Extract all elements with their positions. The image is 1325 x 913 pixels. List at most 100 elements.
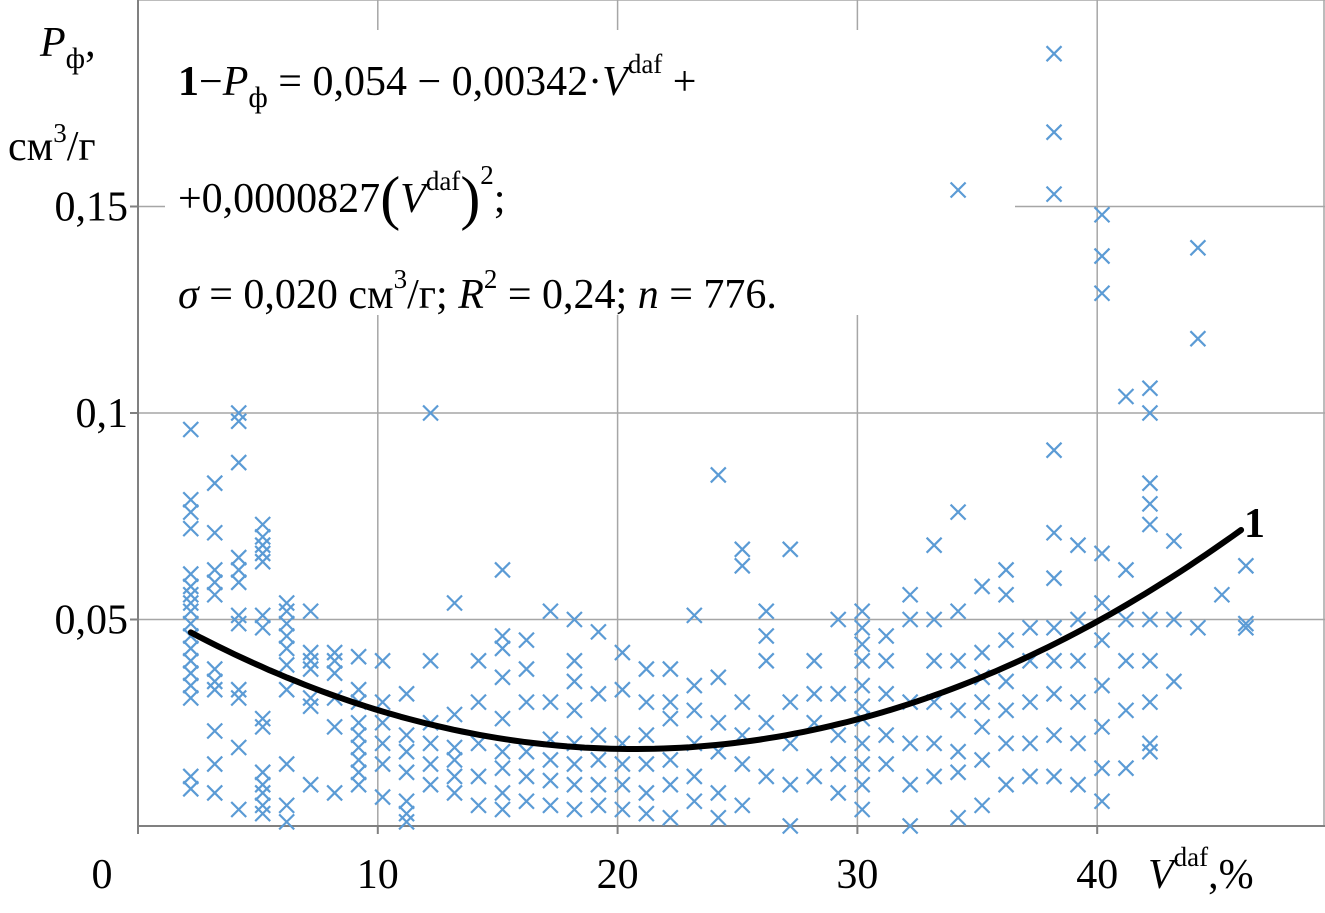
data-point (1045, 45, 1063, 62)
data-point (853, 636, 871, 653)
data-point (230, 615, 247, 632)
data-point (182, 677, 200, 694)
data-point (877, 685, 895, 703)
data-point (1141, 652, 1159, 670)
data-point (1141, 404, 1159, 422)
data-point (590, 726, 607, 744)
data-point (230, 412, 247, 430)
data-point (1093, 247, 1111, 265)
data-point (1237, 619, 1255, 637)
data-point (278, 640, 295, 657)
data-point (350, 726, 367, 744)
data-point (302, 689, 319, 707)
data-point (1045, 652, 1063, 670)
data-point (997, 735, 1015, 752)
data-point (638, 693, 655, 711)
data-point (1141, 693, 1159, 711)
data-point (1093, 545, 1111, 562)
data-point (638, 784, 655, 802)
data-point (206, 722, 224, 740)
data-point (829, 726, 847, 744)
data-point (470, 652, 487, 670)
data-point (877, 726, 895, 744)
data-point (853, 801, 871, 818)
data-point (1237, 615, 1255, 632)
data-point (542, 602, 559, 620)
data-point (614, 644, 631, 661)
data-point (734, 797, 751, 814)
data-point (542, 751, 559, 769)
data-point (686, 768, 703, 785)
data-point (710, 466, 727, 484)
data-point (566, 673, 583, 690)
data-point (326, 664, 343, 682)
data-point (710, 669, 727, 686)
data-point (494, 759, 511, 777)
data-point (278, 656, 295, 674)
data-point (686, 792, 703, 810)
data-point (230, 681, 247, 698)
data-point (278, 755, 295, 773)
data-point (494, 669, 511, 686)
data-point (278, 627, 295, 645)
data-point (1165, 611, 1183, 628)
data-point (470, 768, 487, 785)
data-point (662, 751, 679, 769)
data-point (1045, 685, 1063, 703)
data-point (182, 664, 200, 682)
data-point (1093, 792, 1111, 810)
data-point (398, 726, 415, 744)
y-tick-label-0,1: 0,1 (76, 391, 129, 437)
data-point (614, 755, 631, 773)
data-point (614, 801, 631, 818)
data-point (901, 776, 919, 793)
data-point (1069, 693, 1087, 711)
x-tick-label-40: 40 (1076, 852, 1118, 898)
data-point (254, 536, 271, 554)
data-point (206, 474, 224, 492)
data-point (1045, 185, 1063, 203)
data-point (182, 578, 200, 595)
data-point (350, 764, 367, 781)
data-point (638, 726, 655, 744)
data-point (398, 805, 415, 822)
data-point (230, 739, 247, 756)
data-point (781, 693, 799, 711)
data-point (1237, 557, 1255, 575)
data-point (1141, 516, 1159, 533)
data-point (590, 776, 607, 793)
data-point (254, 607, 271, 624)
data-point (182, 503, 200, 521)
data-point (278, 615, 295, 632)
data-point (997, 702, 1015, 719)
data-point (566, 755, 583, 773)
data-point (206, 681, 224, 698)
x-axis-label: Vdaf,% (1148, 842, 1254, 898)
data-point (877, 627, 895, 645)
data-point (302, 776, 319, 793)
data-point (1093, 677, 1111, 694)
data-point (638, 805, 655, 822)
data-point (566, 702, 583, 719)
data-point (1021, 619, 1039, 637)
data-point (350, 776, 367, 793)
data-point (302, 660, 319, 678)
data-point (734, 557, 751, 575)
data-point (805, 768, 823, 785)
data-point (350, 648, 367, 665)
data-point (757, 768, 775, 785)
data-point (805, 685, 823, 703)
data-point (254, 805, 271, 822)
data-point (1189, 239, 1207, 257)
data-point (230, 689, 247, 707)
data-point (1045, 123, 1063, 141)
data-point (374, 735, 391, 752)
data-point (710, 784, 727, 802)
data-point (1141, 379, 1159, 397)
data-point (829, 685, 847, 703)
data-point (446, 751, 463, 769)
data-point (254, 718, 271, 736)
data-point (182, 768, 200, 785)
data-point (1165, 673, 1183, 690)
data-point (398, 813, 415, 831)
